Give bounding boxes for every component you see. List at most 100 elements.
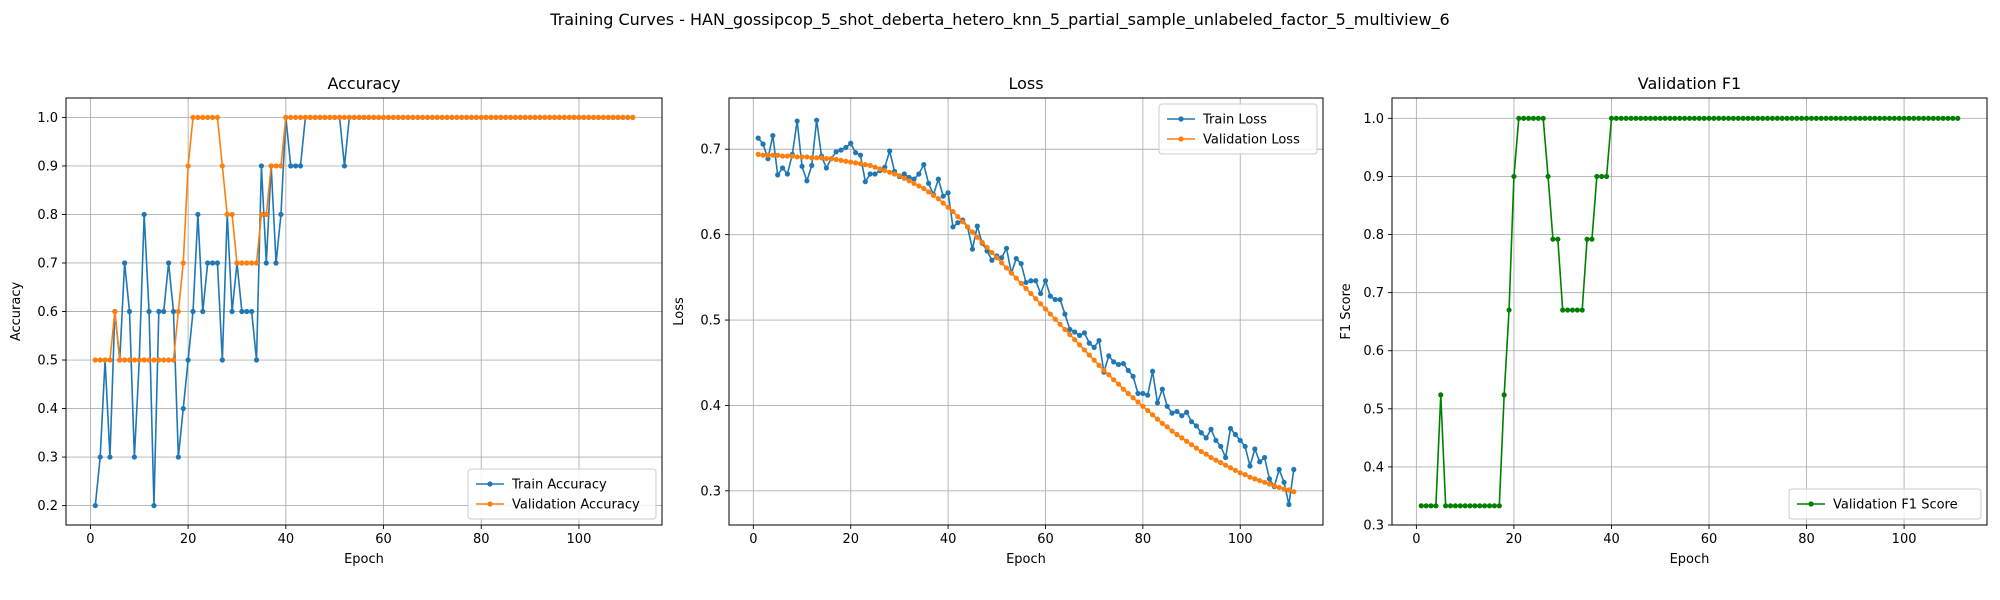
chart-3-axes-frame bbox=[1391, 97, 1988, 526]
chart-3-data-point bbox=[1823, 115, 1829, 121]
chart-2-data-point bbox=[1179, 413, 1185, 419]
chart-3-x-axis-label: Epoch bbox=[1670, 552, 1710, 567]
chart-1-x-tick-label: 0 bbox=[86, 532, 94, 547]
chart-3-y-tick-label: 0.7 bbox=[1363, 286, 1384, 301]
chart-2-data-point bbox=[1169, 410, 1175, 416]
chart-1-data-point bbox=[185, 357, 191, 363]
chart-2-data-point bbox=[1247, 463, 1253, 469]
chart-2-data-point bbox=[999, 255, 1005, 261]
chart-1-x-tick-label: 20 bbox=[180, 532, 197, 547]
chart-2-data-point bbox=[891, 171, 898, 177]
chart-1-data-point bbox=[92, 502, 98, 509]
chart-2-legend-swatch-marker bbox=[1178, 116, 1184, 122]
chart-2-data-point bbox=[964, 224, 971, 230]
chart-2-data-point bbox=[872, 164, 878, 170]
chart-1-data-point bbox=[156, 357, 162, 363]
chart-2-data-point bbox=[989, 249, 995, 256]
chart-1-data-point bbox=[610, 114, 616, 121]
chart-1-data-point bbox=[190, 308, 196, 315]
chart-1-legend-box bbox=[467, 468, 657, 520]
chart-1-title: Accuracy bbox=[327, 74, 400, 93]
chart-2-data-point bbox=[901, 171, 907, 177]
chart-panel-1: 0 20 40 60 80 100 0.2 0.3 0.4 0.5 0.6 0.7 0.8 0.9 1.0 A… bbox=[9, 74, 663, 567]
chart-1-data-point bbox=[165, 260, 172, 266]
chart-1-data-point bbox=[356, 114, 362, 121]
chart-2-data-point bbox=[804, 178, 810, 184]
chart-1-data-point bbox=[253, 357, 260, 363]
chart-3-data-point bbox=[1828, 115, 1834, 121]
chart-2-data-point bbox=[974, 234, 980, 240]
chart-2-data-point bbox=[1106, 353, 1112, 359]
chart-2-data-point bbox=[1003, 245, 1010, 251]
chart-2-data-point bbox=[1038, 301, 1044, 307]
chart-1-data-point bbox=[488, 114, 494, 121]
chart-3-data-point bbox=[1857, 115, 1863, 121]
chart-2-data-point bbox=[833, 149, 839, 155]
chart-3-data-point bbox=[1774, 115, 1780, 121]
chart-2-data-point bbox=[901, 175, 907, 181]
chart-2-x-tick-label: 100 bbox=[1228, 532, 1253, 547]
chart-3-data-point bbox=[1862, 115, 1868, 121]
chart-1-data-point bbox=[214, 114, 221, 121]
chart-1-data-point bbox=[112, 308, 118, 315]
chart-2-data-point bbox=[950, 224, 956, 230]
chart-1-data-point bbox=[444, 114, 450, 121]
chart-1-data-point bbox=[317, 114, 323, 121]
chart-1-x-tick-label: 100 bbox=[567, 532, 592, 547]
chart-2-data-point bbox=[1033, 278, 1039, 284]
chart-1-data-point bbox=[512, 114, 519, 121]
chart-3-data-point bbox=[1423, 503, 1429, 509]
chart-2-data-point bbox=[823, 156, 829, 162]
chart-3-data-point bbox=[1433, 503, 1439, 509]
chart-2-data-point bbox=[775, 152, 781, 158]
chart-1-data-point bbox=[249, 308, 255, 315]
chart-2-data-point bbox=[843, 144, 849, 151]
chart-3-data-point bbox=[1794, 115, 1800, 121]
chart-2-data-point bbox=[1130, 395, 1136, 401]
chart-3-legend-label: Validation F1 Score bbox=[1833, 498, 1958, 513]
chart-3-x-tick-label: 60 bbox=[1701, 532, 1718, 547]
chart-1-data-point bbox=[551, 114, 558, 121]
chart-1-data-point bbox=[454, 114, 460, 121]
chart-3-y-tick-label: 1.0 bbox=[1363, 112, 1384, 127]
chart-1-data-point bbox=[620, 114, 626, 121]
chart-1-data-point bbox=[258, 163, 265, 169]
chart-2-data-point bbox=[784, 153, 791, 159]
chart-1-y-tick-label: 0.3 bbox=[37, 451, 58, 466]
chart-2-data-point bbox=[1135, 390, 1141, 397]
chart-2-data-point bbox=[1257, 459, 1263, 465]
chart-2-data-point bbox=[755, 135, 761, 141]
chart-3-data-point bbox=[1911, 115, 1917, 121]
chart-2-data-point bbox=[770, 132, 776, 139]
chart-2-data-point bbox=[1047, 311, 1053, 317]
chart-2-data-point bbox=[926, 180, 932, 186]
chart-1-data-point bbox=[420, 114, 426, 121]
chart-3-data-point bbox=[1628, 115, 1634, 121]
chart-1-y-tick-label: 0.2 bbox=[37, 499, 58, 514]
chart-2-data-point bbox=[1242, 472, 1248, 478]
chart-1-data-point bbox=[131, 357, 137, 363]
chart-2-data-point bbox=[809, 155, 815, 161]
chart-2-x-tick-label: 0 bbox=[749, 532, 757, 547]
chart-2-data-point bbox=[896, 173, 903, 179]
chart-2-y-axis-label: Loss bbox=[672, 297, 687, 326]
chart-1-y-tick-label: 0.5 bbox=[37, 354, 58, 369]
chart-2-data-point bbox=[1120, 360, 1126, 367]
chart-1-data-point bbox=[288, 163, 294, 169]
chart-1-series-2 bbox=[92, 114, 636, 363]
chart-2-data-point bbox=[1111, 377, 1117, 383]
chart-3-legend-swatch-marker bbox=[1808, 501, 1814, 507]
chart-2-data-point bbox=[823, 165, 829, 171]
chart-1-data-point bbox=[625, 114, 631, 121]
chart-2-data-point bbox=[1096, 362, 1102, 368]
chart-1-data-point bbox=[190, 114, 196, 121]
chart-2-data-point bbox=[784, 171, 791, 177]
chart-1-data-point bbox=[410, 114, 416, 121]
chart-1-legend-swatch-marker bbox=[487, 481, 493, 487]
chart-2-data-point bbox=[1164, 403, 1170, 409]
chart-2-y-tick-label: 0.7 bbox=[700, 143, 721, 158]
chart-1-data-point bbox=[239, 308, 245, 315]
chart-2-data-point bbox=[989, 257, 995, 263]
chart-2-data-point bbox=[969, 229, 976, 235]
chart-1-data-point bbox=[591, 114, 597, 121]
